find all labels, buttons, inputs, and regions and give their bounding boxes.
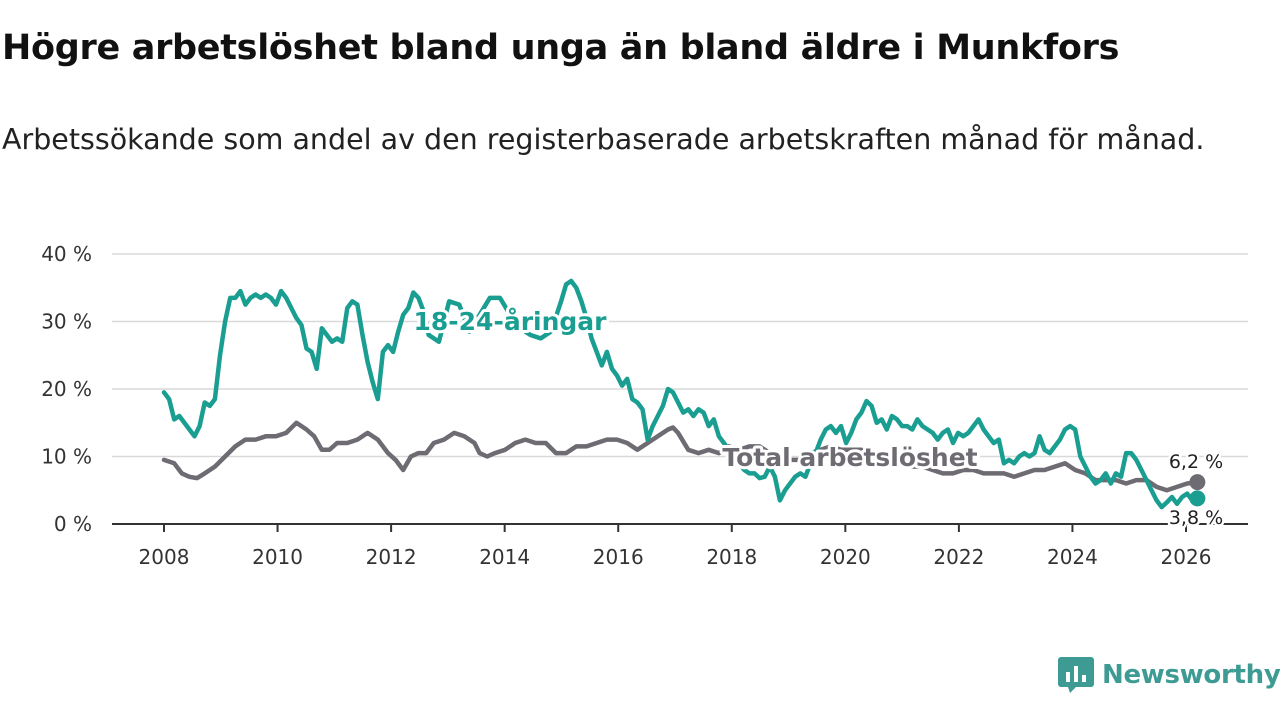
series-line-total (161, 420, 1200, 493)
x-tick-label: 2010 (252, 545, 303, 569)
series-label-youth: 18-24-åringar (414, 307, 608, 336)
x-tick-label: 2022 (933, 545, 984, 569)
x-tick-label: 2026 (1161, 545, 1212, 569)
x-tick-label: 2024 (1047, 545, 1098, 569)
newsworthy-logo-icon (1058, 657, 1094, 693)
x-tick-label: 2016 (593, 545, 644, 569)
end-label-total: 6,2 % (1169, 451, 1223, 473)
brand-name: Newsworthy (1102, 660, 1280, 690)
x-tick-label: 2012 (366, 545, 417, 569)
x-tick-label: 2008 (139, 545, 190, 569)
series-lines (161, 278, 1206, 510)
y-tick-label: 30 % (41, 310, 92, 334)
end-point-total (1189, 474, 1206, 491)
y-tick-label: 40 % (41, 242, 92, 266)
end-label-youth: 3,8 % (1169, 507, 1223, 529)
series-label-total: Total arbetslöshet (722, 443, 977, 472)
end-point-youth (1189, 490, 1206, 507)
y-tick-label: 0 % (54, 512, 92, 536)
chart-subtitle: Arbetssökande som andel av den registerb… (2, 123, 1205, 156)
x-tick-label: 2020 (820, 545, 871, 569)
chart-title: Högre arbetslöshet bland unga än bland ä… (2, 28, 1120, 68)
x-tick-label: 2014 (479, 545, 530, 569)
x-tick-label: 2018 (706, 545, 757, 569)
newsworthy-logo[interactable]: Newsworthy (1058, 654, 1280, 696)
y-tick-label: 20 % (41, 377, 92, 401)
grid-lines (112, 253, 1248, 458)
series-line-youth (161, 278, 1200, 510)
y-axis-ticks: 0 % 10 % 20 % 30 % 40 % (41, 242, 92, 536)
y-tick-label: 10 % (41, 445, 92, 469)
series-labels: 18-24-åringar Total arbetslöshet 6,2 % 3,8 … (411, 304, 1226, 532)
x-axis: 2008 2010 2012 2014 2016 2018 2020 2022 2024 2026 (112, 523, 1248, 569)
